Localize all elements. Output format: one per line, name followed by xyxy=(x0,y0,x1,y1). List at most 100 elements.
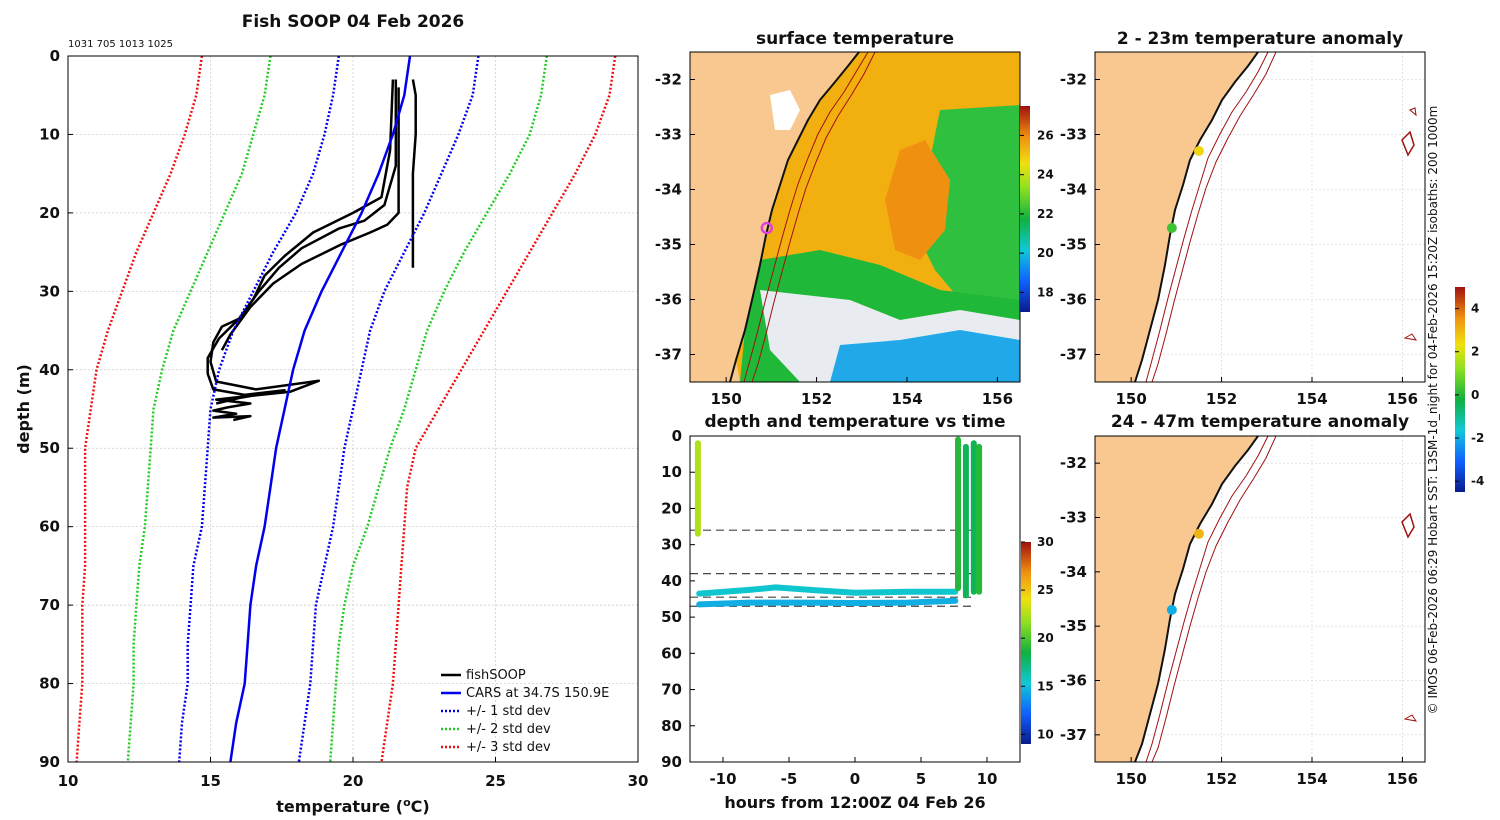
anomaly-shallow-title: 2 - 23m temperature anomaly xyxy=(1117,29,1403,49)
colorbar-tick-label: -4 xyxy=(1471,474,1484,488)
timeseries-colorbar xyxy=(1021,542,1031,744)
profile-y-label: depth (m) xyxy=(14,364,33,454)
series-line xyxy=(206,79,398,405)
seamount-outline xyxy=(1401,512,1415,539)
anomaly-deep-y-ticks: -32 -33 -34 -35 -36 -37 xyxy=(1060,454,1100,744)
surface-isobath-200 xyxy=(743,52,869,382)
anomaly-point xyxy=(1166,604,1177,615)
series-line xyxy=(328,56,549,762)
y-tick-label: -35 xyxy=(1060,617,1087,635)
colorbar-tick-label: 22 xyxy=(1037,207,1054,221)
y-tick-label: 90 xyxy=(661,753,682,771)
surface-map xyxy=(690,52,1020,382)
credit-text: © IMOS 06-Feb-2026 06:29 Hobart SST: L3S… xyxy=(1426,106,1440,715)
y-tick-label: 10 xyxy=(39,125,60,143)
surface-marker xyxy=(760,221,774,235)
anomaly-deep-axes-box xyxy=(1094,435,1426,763)
series-line xyxy=(411,79,417,268)
y-tick-label: -33 xyxy=(1060,126,1087,144)
y-tick-label: 50 xyxy=(39,439,60,457)
anomaly-deep-isobath-200 xyxy=(1145,436,1269,762)
anomaly-deep-x-ticks: 150 152 154 156 xyxy=(1116,757,1418,788)
anomaly-deep-title: 24 - 47m temperature anomaly xyxy=(1111,412,1409,432)
x-tick-label: 154 xyxy=(1296,770,1327,788)
anomaly-deep-land xyxy=(1095,436,1258,762)
series-line xyxy=(229,56,412,762)
timeseries-colorbar-ticks: 10 15 20 25 30 xyxy=(1021,535,1054,741)
anomaly-shallow-coastline xyxy=(1134,52,1259,382)
y-tick-label: -37 xyxy=(1060,346,1087,364)
x-tick-label: 15 xyxy=(200,772,221,790)
x-tick-label: 5 xyxy=(916,770,926,788)
y-tick-label: 60 xyxy=(661,644,682,662)
y-tick-label: 0 xyxy=(672,427,682,445)
y-tick-label: -36 xyxy=(1060,291,1087,309)
surface-title: surface temperature xyxy=(756,29,954,49)
x-tick-label: 150 xyxy=(1116,390,1147,408)
timeseries-trace xyxy=(696,584,959,597)
x-tick-label: -10 xyxy=(709,770,736,788)
timeseries-dashed-lines xyxy=(690,529,975,607)
y-tick-label: 40 xyxy=(661,572,682,590)
series-line xyxy=(126,56,272,762)
timeseries-x-ticks: -10 -5 0 5 10 xyxy=(709,757,997,788)
x-tick-label: 154 xyxy=(891,390,922,408)
y-tick-label: -36 xyxy=(655,291,682,309)
x-tick-label: 152 xyxy=(1206,390,1237,408)
anomaly-shallow-isobath-1000 xyxy=(1151,52,1277,382)
x-tick-label: 152 xyxy=(801,390,832,408)
anomaly-point xyxy=(1193,146,1204,156)
y-tick-label: -32 xyxy=(655,71,682,89)
y-tick-label: 10 xyxy=(661,463,682,481)
y-tick-label: 60 xyxy=(39,518,60,536)
anomaly-shallow-isobath-200 xyxy=(1145,52,1269,382)
x-tick-label: 10 xyxy=(977,770,998,788)
colorbar-tick-label: 15 xyxy=(1037,679,1054,693)
y-tick-label: -35 xyxy=(655,236,682,254)
colorbar-tick-label: 20 xyxy=(1037,246,1054,260)
anomaly-shallow-map xyxy=(1095,52,1418,382)
surface-y-ticks: -32 -33 -34 -35 -36 -37 xyxy=(655,71,695,364)
x-tick-label: 156 xyxy=(1387,390,1418,408)
y-tick-label: 30 xyxy=(661,536,682,554)
y-tick-label: 20 xyxy=(661,499,682,517)
profile-title: Fish SOOP 04 Feb 2026 xyxy=(242,12,465,32)
y-tick-label: 80 xyxy=(39,675,60,693)
y-tick-label: 70 xyxy=(661,681,682,699)
timeseries-y-ticks: 0 10 20 30 40 50 60 70 80 90 xyxy=(661,427,695,771)
y-tick-label: 70 xyxy=(39,596,60,614)
timeseries-panel: depth and temperature vs time -10 -5 0 5 10 … xyxy=(661,412,1054,812)
surface-colorbar xyxy=(1020,106,1030,312)
timeseries-series xyxy=(694,436,983,608)
anomaly-deep-points xyxy=(1166,528,1204,615)
x-tick-label: 150 xyxy=(1116,770,1147,788)
y-tick-label: 40 xyxy=(39,361,60,379)
ocean-cool-offshore xyxy=(920,105,1020,320)
surface-colorbar-ticks: 18 20 22 24 26 xyxy=(1020,128,1054,299)
legend-label-std1: +/- 1 std dev xyxy=(466,704,551,719)
timeseries-title: depth and temperature vs time xyxy=(705,412,1006,432)
timeseries-axes-box xyxy=(689,435,1021,763)
surface-x-ticks: 150 152 154 156 xyxy=(711,377,1013,408)
anomaly-colorbar xyxy=(1455,287,1465,492)
seamount-outline xyxy=(1403,333,1418,341)
anomaly-point xyxy=(1193,528,1204,539)
profile-subtitle: 1031 705 1013 1025 xyxy=(68,39,173,50)
anomaly-deep-grid xyxy=(1095,436,1425,762)
cloud-patch xyxy=(770,90,800,130)
series-line xyxy=(177,56,341,762)
colorbar-tick-label: 0 xyxy=(1471,388,1479,402)
seamount-outline xyxy=(1401,130,1415,157)
y-tick-label: 90 xyxy=(39,753,60,771)
profile-x-label: temperature (oC) xyxy=(276,796,429,816)
ocean-eddy-core xyxy=(885,140,950,260)
anomaly-shallow-panel: 2 - 23m temperature anomaly 150 152 154 156… xyxy=(1060,29,1426,408)
x-tick-label: 30 xyxy=(628,772,649,790)
anomaly-shallow-x-ticks: 150 152 154 156 xyxy=(1116,377,1418,408)
x-tick-label: 10 xyxy=(58,772,79,790)
colorbar-tick-label: 2 xyxy=(1471,345,1479,359)
y-tick-label: -34 xyxy=(1060,563,1087,581)
anomaly-deep-panel: 24 - 47m temperature anomaly 150 152 154 15… xyxy=(1060,287,1484,788)
y-tick-label: 50 xyxy=(661,608,682,626)
colorbar-tick-label: 30 xyxy=(1037,535,1054,549)
